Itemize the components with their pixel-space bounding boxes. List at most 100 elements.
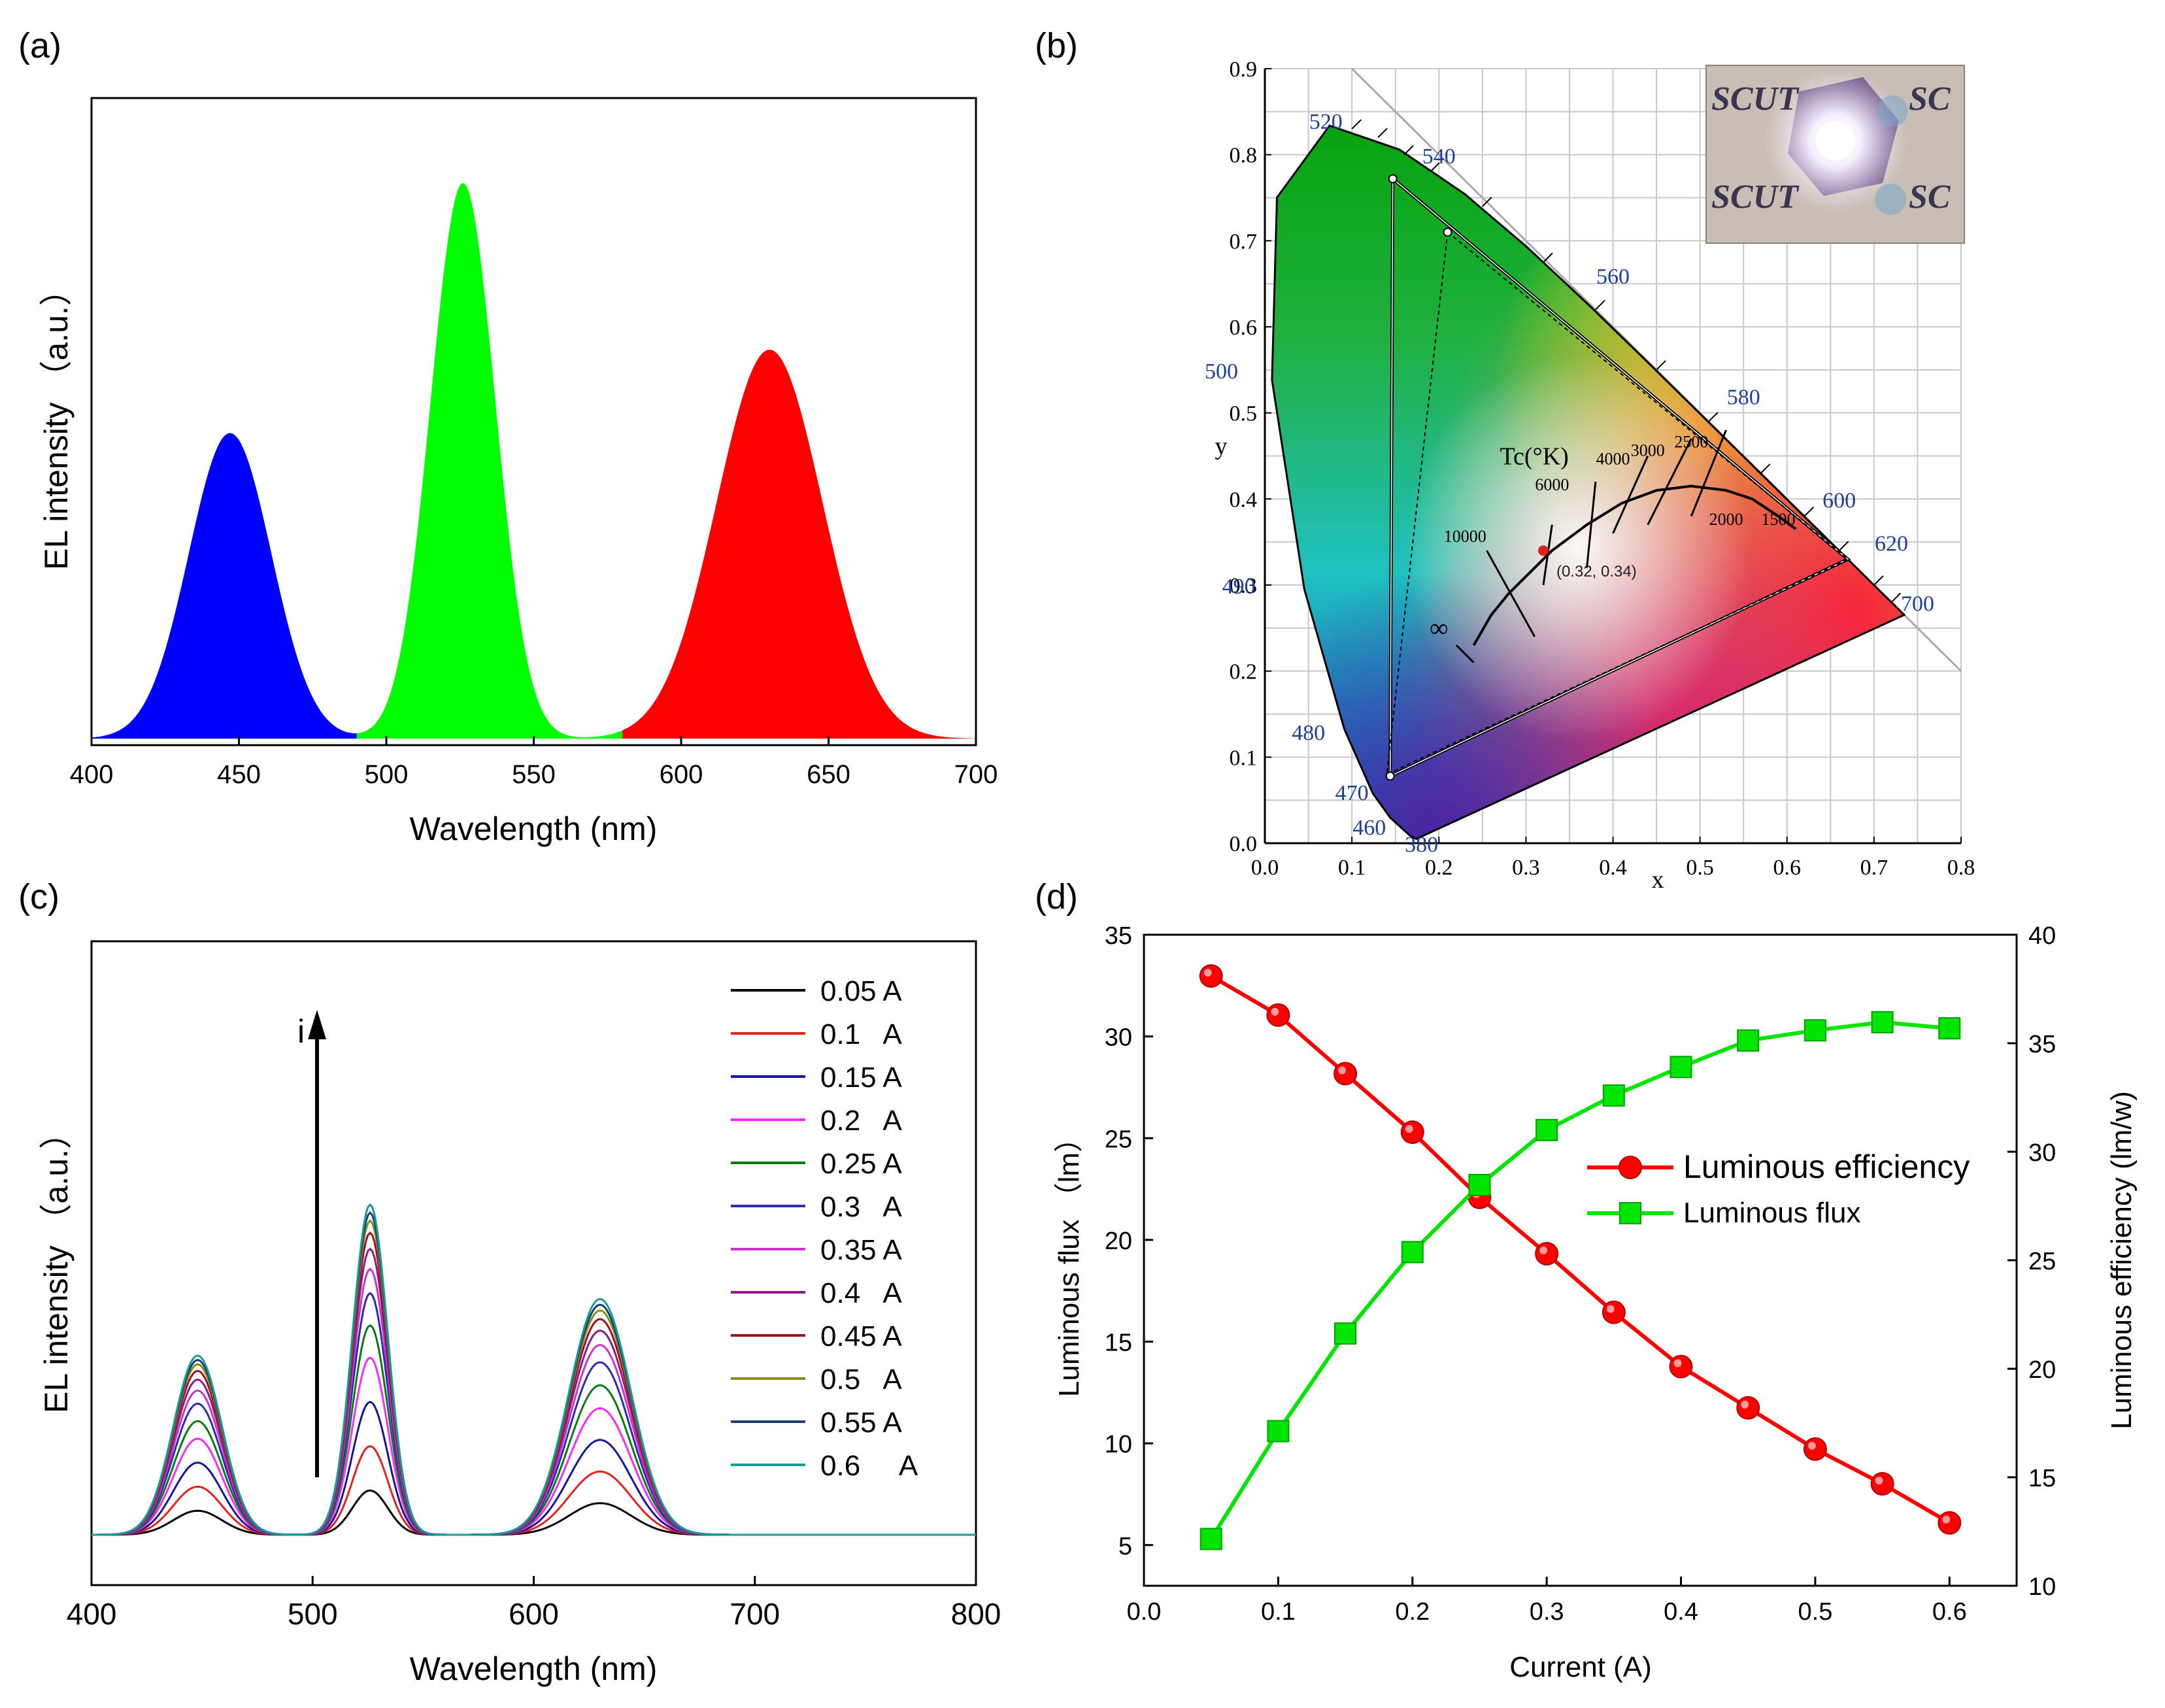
cie-wavelength-tick [1804,506,1815,517]
flux-point [1200,1528,1222,1550]
efficiency-point [1803,1437,1827,1461]
cie-xtick-label: 0.5 [1686,856,1714,880]
legend-label: 0.45 A [820,1320,902,1352]
chart-b: 0.0 0.1 0.2 0.3 0.4 0.5 0.6 0.7 0.8 0.0 0.1 0.2 0.3 0… [1205,58,1975,894]
spectrum-fill-blue [92,433,357,739]
cie-wavelength-tick [1595,299,1605,310]
cie-wavelength-tick [1377,127,1388,139]
chart-d-xlabel: Current (A) [1509,1651,1652,1683]
cct-label: 3000 [1631,441,1665,460]
legend-label: 0.4 A [820,1277,902,1309]
flux-point [1602,1084,1625,1107]
chart-a-xtick-label: 600 [660,760,703,789]
cie-ytick-label: 0.1 [1230,746,1258,770]
cie-xtick-label: 0.6 [1773,856,1802,880]
efficiency-point [1736,1396,1760,1420]
cie-xtick-label: 0.4 [1599,856,1627,880]
legend-label: 0.25 A [820,1148,902,1180]
wavelength-label: 520 [1309,110,1343,134]
isotemperature-line [1612,455,1649,534]
led-photo-inset: SCUT SC SCUT SC [1705,65,1965,244]
flux-point [1670,1056,1692,1079]
chart-a-xtick-label: 700 [954,760,998,789]
flux-point [1536,1118,1558,1141]
legend-label: 0.5 A [820,1364,902,1396]
cie-ytick-label: 0.3 [1230,574,1258,598]
chart-c-xtick-label: 400 [67,1597,117,1631]
legend-efficiency-label: Luminous efficiency [1683,1148,1970,1185]
flux-point [1468,1173,1491,1196]
flux-point [1871,1011,1894,1033]
chart-a-ylabel: EL intensity （a.u.） [38,273,75,570]
chart-d-y2tick-label: 10 [2028,1573,2056,1601]
wavelength-label: 700 [1901,592,1934,616]
panel-label-a: (a) [18,26,61,65]
flux-point [1334,1322,1357,1345]
chart-d-ylabel: Luminous flux （lm） [1053,1124,1085,1397]
cie-ytick-label: 0.5 [1230,402,1258,426]
isotemperature-line [1542,524,1553,586]
chart-c-legend: 0.05 A 0.1 A 0.15 A 0.2 A 0.25 A 0.3 A 0.35 A 0… [731,975,918,1482]
legend-label: 0.3 A [820,1191,902,1223]
flux-point [1804,1019,1826,1042]
cie-wavelength-tick [1482,196,1492,207]
chart-d: 0.0 0.1 0.2 0.3 0.4 0.5 0.6 5 10 15 20 25 30 35 10 15 20… [1053,922,2138,1683]
wavelength-label: 490 [1222,575,1256,599]
chart-d-y2tick-label: 30 [2028,1139,2056,1167]
cie-wavelength-tick [1543,252,1553,263]
chart-d-xtick-label: 0.0 [1127,1598,1162,1626]
chart-c-ylabel: EL intensity （a.u.） [38,1116,75,1413]
legend-label: 0.2 A [820,1105,902,1137]
ntsc-gamut-triangle [1386,231,1849,776]
cct-label: 2000 [1709,510,1743,529]
cct-label: 4000 [1596,450,1630,469]
chart-d-ytick-label: 5 [1118,1533,1132,1560]
wavelength-label: 600 [1822,489,1856,513]
cie-wavelength-tick [1760,463,1771,474]
legend-label: 0.15 A [820,1062,902,1094]
efficiency-point-highlight [1606,1305,1615,1313]
chart-c-xtick-label: 800 [951,1597,1001,1631]
isotemperature-line [1647,438,1692,526]
cie-ytick-label: 0.6 [1230,316,1258,340]
cie-xtick-label: 0.2 [1425,856,1453,880]
chart-a-xlabel: Wavelength (nm) [410,811,658,847]
legend-label: 0.1 A [820,1018,902,1050]
wavelength-label: 500 [1205,360,1238,384]
gamut-vertex-marker [1388,174,1398,184]
cie-xtick-label: 0.7 [1860,856,1888,880]
chart-d-ytick-label: 15 [1105,1330,1132,1357]
cct-label: 1500 [1761,510,1795,529]
cct-label: 10000 [1444,527,1486,546]
chart-d-y2tick-label: 35 [2028,1031,2056,1058]
chart-c-xtick-label: 500 [288,1597,338,1631]
chart-d-xtick-label: 0.4 [1664,1598,1698,1626]
cie-wavelength-tick [1838,541,1849,552]
wavelength-label: 580 [1727,386,1760,410]
white-point-marker [1538,545,1549,556]
wavelength-label: 620 [1875,531,1908,556]
chart-a-xtick-label: 400 [70,760,114,789]
cie-wavelength-tick [1656,360,1666,371]
chart-b-ylabel: y [1215,433,1228,460]
el-spectrum-line [92,1203,976,1536]
wavelength-label: 480 [1292,721,1325,745]
panel-label-d: (d) [1035,877,1078,916]
chart-d-xtick-label: 0.3 [1530,1598,1564,1626]
spectrum-fill-red [622,350,976,739]
chart-d-y2tick-label: 15 [2028,1465,2056,1492]
efficiency-point [1266,1003,1290,1027]
chart-b-xlabel: x [1652,866,1664,894]
cie-ytick-label: 0.4 [1230,488,1258,512]
chart-a-xtick-label: 650 [807,760,850,789]
chart-d-xtick-label: 0.5 [1798,1598,1833,1626]
legend-label: 0.55 A [820,1407,902,1439]
chart-d-ytick-label: 20 [1105,1228,1132,1255]
legend-label: 0.35 A [820,1234,902,1266]
cie-xtick-label: 0.1 [1338,856,1366,880]
gamut-vertex-marker [1385,771,1395,781]
efficiency-point [1938,1511,1962,1535]
cie-ytick-label: 0.0 [1230,832,1258,856]
wavelength-label: 460 [1352,816,1386,840]
cie-ytick-label: 0.9 [1230,58,1258,82]
